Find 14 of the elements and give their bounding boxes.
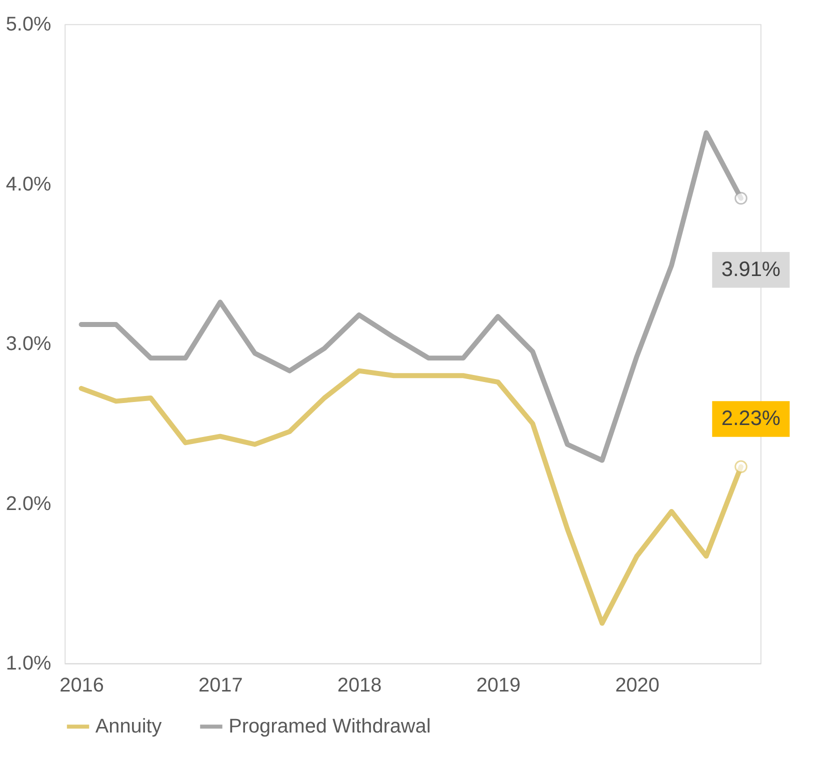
y-tick-label: 2.0%: [6, 492, 52, 515]
x-tick-label: 2020: [615, 674, 660, 697]
y-tick-label: 1.0%: [6, 652, 52, 675]
x-tick-label: 2018: [337, 674, 382, 697]
x-tick-label: 2017: [198, 674, 243, 697]
y-tick-label: 3.0%: [6, 333, 52, 356]
legend-label: Annuity: [95, 716, 162, 738]
x-tick-label: 2019: [476, 674, 521, 697]
y-tick-label: 5.0%: [6, 14, 52, 36]
data-label: 3.91%: [721, 258, 780, 281]
y-tick-label: 4.0%: [6, 173, 52, 196]
legend-label: Programed Withdrawal: [228, 716, 431, 738]
x-tick-label: 2016: [60, 674, 104, 697]
data-label: 2.23%: [721, 406, 780, 430]
